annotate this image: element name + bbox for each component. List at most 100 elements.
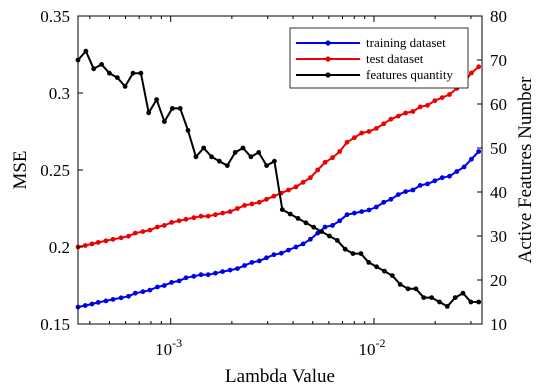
- series-point-0: [330, 223, 335, 228]
- series-point-2: [162, 119, 167, 124]
- series-point-1: [432, 98, 438, 104]
- series-point-2: [279, 207, 285, 213]
- series-point-0: [322, 224, 328, 230]
- series-point-2: [154, 97, 160, 102]
- series-point-1: [352, 135, 357, 141]
- series-point-0: [205, 272, 211, 278]
- y-tick-label: 0.3: [49, 84, 70, 103]
- series-point-1: [227, 209, 233, 215]
- series-point-1: [191, 215, 197, 221]
- series-point-0: [388, 196, 394, 202]
- series-point-1: [381, 121, 387, 127]
- series-point-2: [342, 246, 348, 252]
- series-point-1: [395, 113, 401, 119]
- series-point-2: [350, 251, 356, 256]
- series-point-0: [103, 298, 109, 304]
- series-point-2: [193, 154, 199, 160]
- legend-label-training: training dataset: [366, 35, 446, 50]
- series-point-1: [344, 139, 350, 145]
- series-point-2: [460, 290, 466, 296]
- series-point-0: [366, 207, 372, 213]
- series-point-0: [169, 280, 175, 285]
- series-point-1: [132, 230, 138, 236]
- series-point-2: [311, 224, 317, 230]
- series-point-2: [319, 229, 324, 235]
- series-point-0: [264, 255, 269, 261]
- series-point-0: [82, 303, 88, 308]
- legend-marker-training: [325, 40, 331, 46]
- chart-axes: 0.15 0.2 0.25 0.3 0.35 10 20 30 40 50 60 70 80 10-3 10…: [40, 7, 507, 359]
- series-point-1: [322, 159, 328, 165]
- series-point-1: [95, 240, 101, 245]
- series-point-1: [213, 212, 218, 218]
- series-point-0: [293, 244, 299, 250]
- series-point-2: [122, 84, 128, 89]
- series-point-0: [140, 289, 146, 295]
- series-point-1: [205, 213, 211, 219]
- series-point-2: [303, 220, 309, 226]
- series-point-1: [183, 216, 189, 222]
- series-point-1: [330, 155, 335, 161]
- series-point-1: [220, 210, 226, 216]
- series-point-2: [177, 106, 183, 111]
- y2-axis-label: Active Features Number: [515, 76, 536, 263]
- x-tick-label: 10-2: [358, 336, 385, 359]
- series-point-0: [155, 284, 160, 290]
- x-axis-label: Lambda Value: [225, 366, 335, 387]
- series-point-1: [155, 224, 160, 230]
- series-point-1: [388, 116, 394, 122]
- series-point-0: [227, 267, 233, 273]
- series-point-1: [89, 241, 95, 247]
- legend-label-features: features quantity: [366, 67, 453, 82]
- series-point-0: [183, 275, 189, 281]
- series-point-1: [300, 179, 306, 185]
- series-point-2: [130, 70, 136, 76]
- series-point-0: [256, 258, 262, 264]
- series-point-0: [395, 192, 401, 198]
- series-point-2: [382, 268, 387, 274]
- series-point-2: [217, 158, 222, 164]
- series-point-0: [126, 293, 131, 299]
- series-point-1: [126, 233, 131, 239]
- series-point-1: [373, 125, 379, 131]
- y-tick-label: 0.15: [40, 315, 70, 334]
- series-point-2: [374, 264, 379, 270]
- series-point-2: [334, 238, 340, 243]
- series-point-2: [397, 282, 403, 287]
- series-point-0: [89, 301, 95, 307]
- series-point-1: [140, 229, 146, 235]
- series-point-1: [439, 95, 445, 100]
- series-point-1: [176, 218, 182, 224]
- series-point-0: [352, 210, 357, 216]
- series-point-1: [417, 104, 423, 110]
- series-point-2: [99, 62, 104, 67]
- series-point-0: [403, 189, 408, 195]
- series-point-0: [249, 260, 255, 265]
- series-point-2: [444, 304, 450, 309]
- series-point-1: [161, 223, 167, 228]
- series-point-0: [132, 290, 138, 296]
- series-point-0: [373, 204, 379, 210]
- series-point-2: [83, 48, 89, 54]
- series-point-1: [256, 199, 262, 205]
- series-point-1: [476, 64, 482, 70]
- x-tick-label: 10-3: [155, 336, 182, 359]
- series-point-0: [469, 156, 474, 162]
- y-axis-label: MSE: [10, 150, 31, 189]
- legend: training dataset test dataset features q…: [289, 27, 469, 89]
- series-point-2: [287, 211, 293, 217]
- series-point-0: [118, 295, 124, 301]
- series-point-0: [271, 252, 277, 258]
- y2-tick-label: 50: [490, 139, 507, 158]
- series-point-0: [337, 218, 343, 224]
- series-point-1: [403, 110, 408, 116]
- series-point-0: [191, 273, 197, 279]
- series-point-0: [220, 269, 226, 274]
- series-point-2: [169, 106, 175, 111]
- series-line-2: [77, 50, 479, 308]
- y2-tick-label: 60: [490, 95, 507, 114]
- series-point-0: [300, 241, 306, 247]
- series-point-2: [107, 70, 112, 76]
- legend-label-test: test dataset: [366, 51, 424, 66]
- series-point-0: [476, 149, 482, 154]
